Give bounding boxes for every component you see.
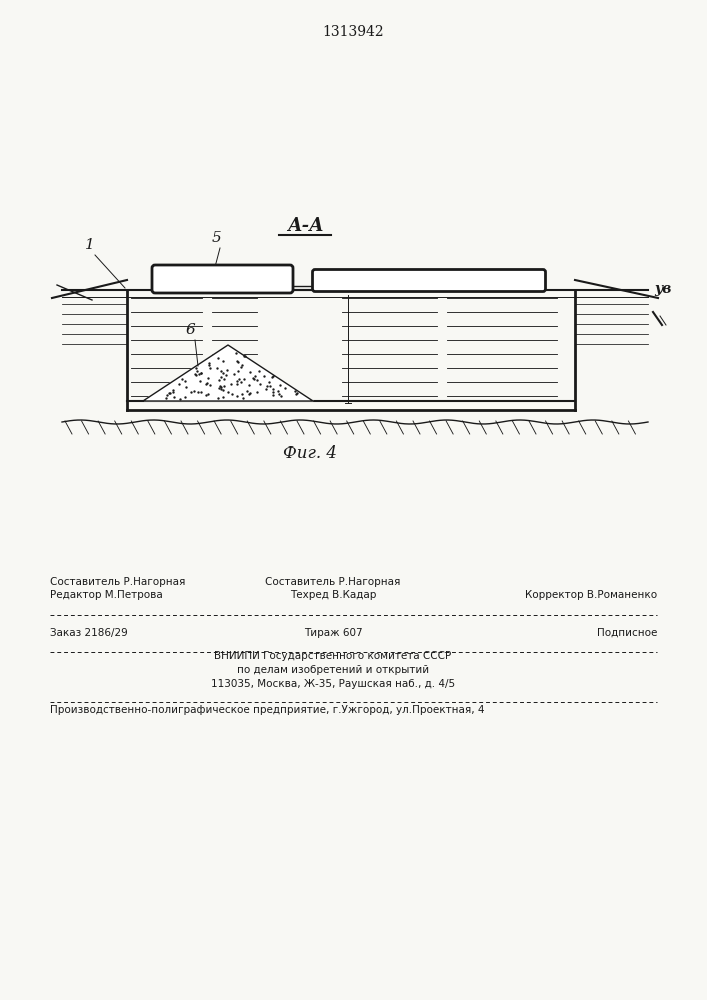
- Text: Заказ 2186/29: Заказ 2186/29: [50, 628, 128, 638]
- Text: Фиг. 4: Фиг. 4: [283, 445, 337, 462]
- Text: Составитель Р.Нагорная: Составитель Р.Нагорная: [50, 577, 185, 587]
- Text: Тираж 607: Тираж 607: [304, 628, 362, 638]
- FancyBboxPatch shape: [312, 269, 546, 292]
- Text: Подписное: Подписное: [597, 628, 657, 638]
- Text: 5: 5: [212, 231, 222, 245]
- Text: Составитель Р.Нагорная: Составитель Р.Нагорная: [265, 577, 401, 587]
- Text: Редактор М.Петрова: Редактор М.Петрова: [50, 590, 163, 600]
- Text: А-А: А-А: [286, 217, 323, 235]
- Text: 6: 6: [185, 323, 195, 337]
- Text: Корректор В.Романенко: Корректор В.Романенко: [525, 590, 657, 600]
- Text: 1313942: 1313942: [322, 25, 384, 39]
- Text: 113035, Москва, Ж-35, Раушская наб., д. 4/5: 113035, Москва, Ж-35, Раушская наб., д. …: [211, 679, 455, 689]
- Text: по делам изобретений и открытий: по делам изобретений и открытий: [237, 665, 429, 675]
- Text: Производственно-полиграфическое предприятие, г.Ужгород, ул.Проектная, 4: Производственно-полиграфическое предприя…: [50, 705, 484, 715]
- Polygon shape: [143, 345, 313, 401]
- Text: ВНИИПИ Государственного комитета СССР: ВНИИПИ Государственного комитета СССР: [214, 651, 452, 661]
- FancyBboxPatch shape: [152, 265, 293, 293]
- Text: ув: ув: [654, 282, 672, 296]
- Text: 1: 1: [85, 238, 95, 252]
- Text: Техред В.Кадар: Техред В.Кадар: [290, 590, 376, 600]
